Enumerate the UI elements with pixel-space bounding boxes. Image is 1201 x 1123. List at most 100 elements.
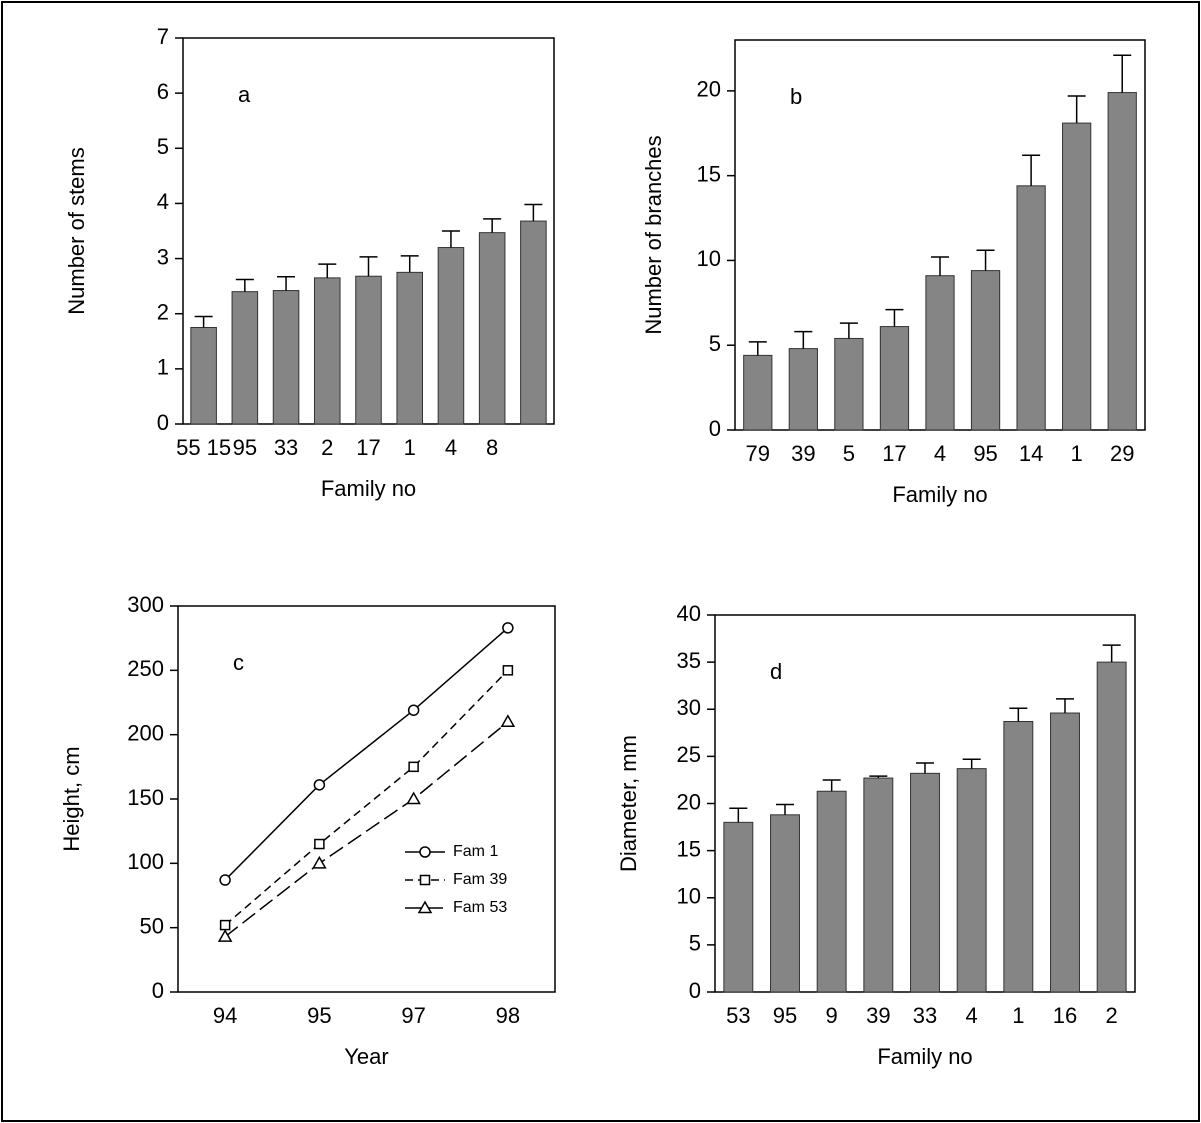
x-tick-label: 2 (1106, 1003, 1118, 1028)
series-line (224, 721, 509, 938)
y-axis-title: Diameter, mm (616, 735, 641, 872)
marker (417, 900, 433, 914)
series-line (224, 627, 509, 881)
legend-label: Fam 1 (453, 843, 498, 860)
panel-letter: d (770, 659, 782, 684)
marker (312, 855, 327, 869)
x-tick-label: 95 (307, 1003, 331, 1028)
y-tick-label: 20 (677, 789, 701, 814)
y-tick-label: 10 (697, 246, 721, 271)
x-tick-label: 4 (934, 441, 946, 466)
y-tick-label: 6 (157, 79, 169, 104)
x-tick-label: 8 (486, 435, 498, 460)
bar (1050, 712, 1080, 993)
x-axis-title: Family no (877, 1044, 972, 1069)
y-tick-label: 5 (709, 331, 721, 356)
panel-letter: b (790, 84, 802, 109)
x-tick-label: 97 (401, 1003, 425, 1028)
bar (272, 290, 300, 425)
y-tick-label: 40 (677, 601, 701, 626)
y-tick-label: 3 (157, 244, 169, 269)
x-tick-label: 14 (1019, 441, 1043, 466)
y-tick-label: 0 (157, 410, 169, 435)
y-tick-label: 7 (157, 24, 169, 49)
x-tick-label: 53 (726, 1003, 750, 1028)
y-tick-label: 150 (127, 785, 164, 810)
x-tick-label: 95 (773, 1003, 797, 1028)
x-axis-title: Family no (892, 482, 987, 507)
bar (956, 768, 987, 993)
x-axis-title: Family no (321, 476, 416, 501)
bar (437, 247, 465, 425)
x-tick-label: 39 (866, 1003, 890, 1028)
x-tick-label: 95 (233, 435, 257, 460)
y-tick-label: 50 (140, 913, 164, 938)
bar (396, 271, 424, 425)
y-tick-label: 0 (152, 978, 164, 1003)
bar (1096, 661, 1127, 993)
y-tick-label: 30 (677, 695, 701, 720)
x-tick-label: 39 (791, 441, 815, 466)
x-tick-label: 1 (404, 435, 416, 460)
marker (314, 838, 325, 850)
x-tick-label: 17 (356, 435, 380, 460)
panel-letter: a (238, 82, 251, 107)
y-tick-label: 15 (697, 161, 721, 186)
bar (1062, 122, 1092, 431)
x-tick-label: 95 (973, 441, 997, 466)
x-tick-label: 2 (321, 435, 333, 460)
x-tick-label: 33 (274, 435, 298, 460)
y-tick-label: 250 (127, 656, 164, 681)
y-tick-label: 100 (127, 849, 164, 874)
bar (520, 220, 547, 425)
y-tick-label: 300 (127, 592, 164, 617)
bar (910, 772, 940, 993)
y-tick-label: 15 (677, 836, 701, 861)
bar (834, 337, 864, 431)
panel-letter: c (233, 650, 244, 675)
marker (502, 622, 514, 634)
bar (478, 232, 506, 425)
y-tick-label: 0 (709, 416, 721, 441)
x-tick-label: 55 15 (176, 435, 231, 460)
y-axis-title: Height, cm (59, 746, 84, 851)
bar (816, 790, 847, 993)
x-tick-label: 33 (913, 1003, 937, 1028)
bar (355, 275, 382, 425)
marker (419, 846, 431, 858)
marker (217, 929, 233, 942)
marker (500, 714, 516, 728)
y-tick-label: 20 (697, 77, 721, 102)
bar (723, 821, 754, 993)
marker (313, 779, 326, 791)
y-tick-label: 2 (157, 300, 169, 325)
y-tick-label: 25 (677, 742, 701, 767)
bar (743, 354, 773, 431)
y-tick-label: 1 (157, 355, 169, 380)
bar (788, 348, 818, 431)
marker (407, 704, 420, 716)
marker (408, 761, 419, 773)
series-line (224, 669, 509, 926)
x-axis-title: Year (344, 1044, 388, 1069)
x-tick-label: 1 (1071, 441, 1083, 466)
x-tick-label: 16 (1053, 1003, 1077, 1028)
x-tick-label: 17 (882, 441, 906, 466)
marker (219, 919, 231, 931)
bar (1107, 92, 1137, 431)
x-tick-label: 5 (843, 441, 855, 466)
y-axis-title: Number of stems (64, 147, 89, 315)
x-tick-label: 9 (826, 1003, 838, 1028)
bar (879, 326, 910, 431)
marker (406, 791, 421, 805)
bar (1016, 185, 1046, 431)
y-tick-label: 35 (677, 648, 701, 673)
x-tick-label: 29 (1110, 441, 1134, 466)
y-tick-label: 10 (677, 884, 701, 909)
bar (231, 291, 259, 425)
x-tick-label: 98 (496, 1003, 520, 1028)
y-tick-label: 5 (157, 134, 169, 159)
bar (970, 270, 1001, 431)
